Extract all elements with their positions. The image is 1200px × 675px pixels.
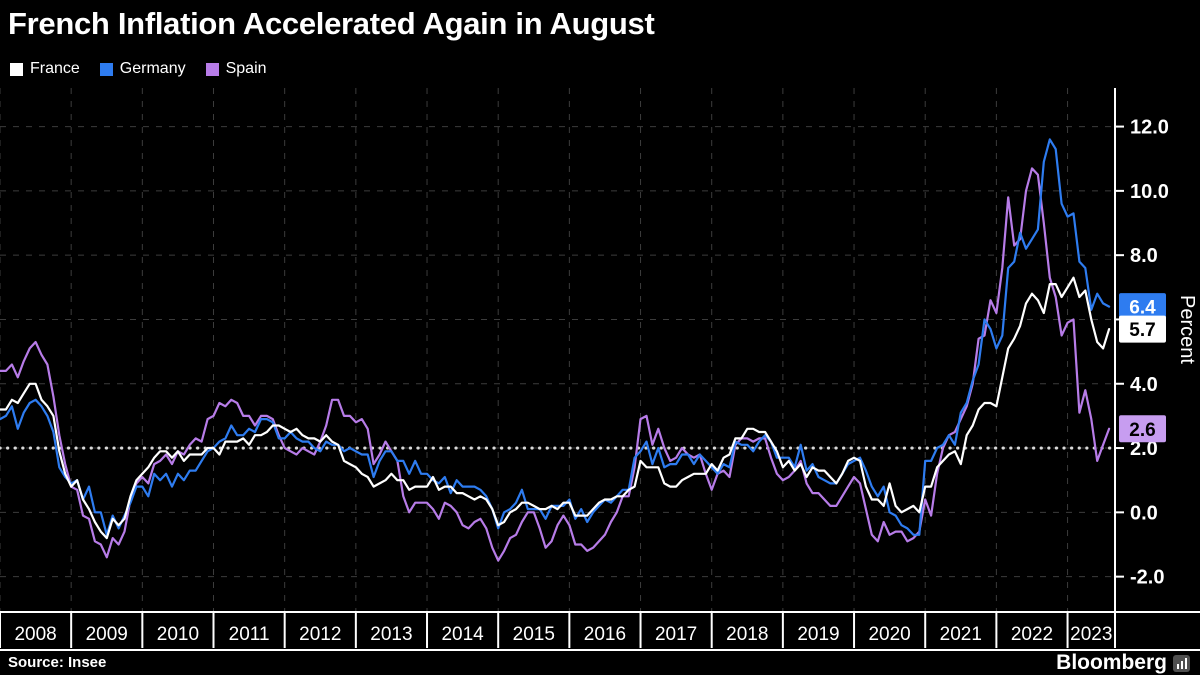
legend-label-spain: Spain	[225, 60, 267, 77]
france-swatch-icon	[10, 62, 23, 76]
germany-swatch-icon	[99, 62, 113, 76]
x-tick-label: 2018	[726, 624, 768, 645]
y-tick-label: 10.0	[1130, 181, 1169, 203]
end-label-chip-spain	[1119, 415, 1166, 443]
x-tick-label: 2023	[1070, 624, 1112, 645]
end-label-chip-germany	[1119, 293, 1166, 321]
end-label-value-germany: 6.4	[1129, 298, 1156, 319]
legend-label-germany: Germany	[119, 60, 186, 77]
legend-item-germany: Germany	[99, 60, 186, 78]
x-tick-label: 2019	[797, 624, 839, 645]
x-tick-label: 2017	[655, 624, 697, 645]
chart-legend: France Germany Spain	[10, 60, 267, 78]
end-label-chip-france	[1119, 315, 1166, 343]
y-tick-label: 2.0	[1130, 438, 1158, 460]
series-line-france	[0, 276, 1111, 540]
bloomberg-wordmark: Bloomberg	[1056, 651, 1167, 674]
spain-swatch-icon	[205, 62, 219, 76]
chart-title: French Inflation Accelerated Again in Au…	[8, 6, 655, 41]
bloomberg-logo: Bloomberg	[1056, 651, 1190, 675]
y-tick-label: 12.0	[1130, 117, 1169, 139]
x-tick-label: 2021	[940, 624, 982, 645]
x-tick-label: 2010	[157, 624, 199, 645]
x-tick-label: 2015	[513, 624, 555, 645]
y-tick-label: 0.0	[1130, 502, 1158, 524]
y-tick-label: -2.0	[1130, 567, 1164, 589]
legend-label-france: France	[30, 60, 80, 77]
x-tick-label: 2009	[86, 624, 128, 645]
y-axis-title: Percent	[1176, 295, 1198, 364]
x-tick-label: 2008	[14, 624, 56, 645]
y-tick-label: 8.0	[1130, 245, 1158, 267]
end-label-value-spain: 2.6	[1129, 420, 1155, 441]
bloomberg-bars-icon	[1173, 654, 1190, 672]
x-tick-label: 2013	[370, 624, 412, 645]
x-tick-label: 2022	[1011, 624, 1053, 645]
x-tick-label: 2014	[441, 624, 484, 645]
source-credit: Source: Insee	[8, 654, 107, 671]
y-tick-label: 4.0	[1130, 374, 1158, 396]
footer-divider	[0, 649, 1200, 651]
series-line-germany	[0, 138, 1111, 536]
legend-item-france: France	[10, 60, 80, 78]
x-tick-label: 2012	[299, 624, 341, 645]
x-tick-label: 2020	[868, 624, 910, 645]
x-tick-label: 2016	[584, 624, 626, 645]
end-label-value-france: 5.7	[1129, 320, 1155, 341]
series-line-spain	[0, 167, 1111, 562]
x-tick-label: 2011	[229, 624, 270, 645]
legend-item-spain: Spain	[205, 60, 267, 78]
